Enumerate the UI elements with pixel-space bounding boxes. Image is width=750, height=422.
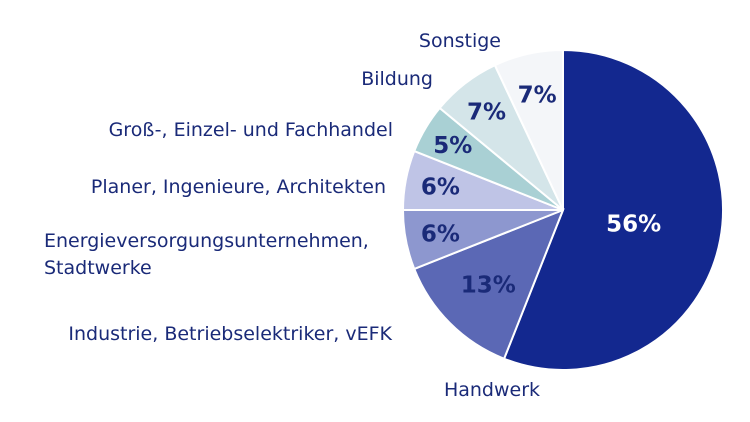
slice-value-label: 7% [518, 83, 557, 109]
slice-value-label: 6% [421, 175, 460, 201]
slice-category-label: Handwerk [444, 379, 540, 401]
pie-slice [412, 208, 565, 361]
slice-category-label: Bildung [361, 68, 433, 90]
slice-category-label: Sonstige [419, 30, 501, 52]
slice-value-label: 56% [606, 212, 661, 238]
slice-category-label: Groß-, Einzel- und Fachhandel [109, 119, 393, 141]
slice-value-label: 5% [433, 133, 472, 159]
pie-slice [502, 48, 725, 371]
slice-category-label: Planer, Ingenieure, Architekten [91, 176, 386, 198]
slice-category-label: Industrie, Betriebselektriker, vEFK [68, 323, 392, 345]
slice-value-label: 7% [467, 99, 506, 125]
pie-slice [493, 48, 564, 211]
slice-value-label: 6% [421, 221, 460, 247]
slice-category-label: Energieversorgungsunternehmen, Stadtwerke [44, 230, 369, 279]
slice-value-label: 13% [461, 273, 516, 299]
